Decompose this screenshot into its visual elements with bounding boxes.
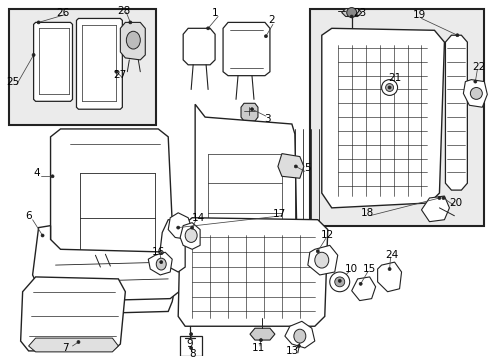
Text: 12: 12: [321, 230, 334, 240]
Polygon shape: [76, 18, 122, 109]
Ellipse shape: [359, 282, 362, 285]
Polygon shape: [342, 9, 362, 17]
Text: 13: 13: [286, 346, 299, 356]
Bar: [9, 9, 156, 125]
Polygon shape: [50, 129, 175, 314]
Text: 5: 5: [304, 163, 311, 174]
Text: 22: 22: [473, 62, 486, 72]
Ellipse shape: [470, 87, 482, 99]
Ellipse shape: [190, 346, 193, 350]
Ellipse shape: [51, 175, 54, 178]
Ellipse shape: [315, 252, 329, 268]
Polygon shape: [223, 22, 270, 76]
Text: 11: 11: [251, 343, 265, 353]
Polygon shape: [322, 28, 444, 208]
Bar: [310, 9, 484, 226]
Polygon shape: [28, 338, 119, 352]
Ellipse shape: [156, 258, 166, 270]
Text: 15: 15: [363, 264, 376, 274]
Polygon shape: [445, 35, 467, 190]
Polygon shape: [148, 252, 172, 275]
Ellipse shape: [335, 277, 345, 287]
Text: 2: 2: [269, 15, 275, 26]
Ellipse shape: [382, 80, 397, 95]
Ellipse shape: [294, 165, 297, 168]
Ellipse shape: [294, 329, 306, 343]
Ellipse shape: [388, 86, 391, 89]
Ellipse shape: [265, 35, 268, 38]
Text: 9: 9: [187, 339, 194, 349]
Ellipse shape: [250, 108, 253, 111]
Ellipse shape: [115, 70, 118, 73]
Ellipse shape: [77, 341, 80, 343]
Ellipse shape: [160, 261, 163, 264]
Ellipse shape: [260, 339, 263, 342]
Ellipse shape: [456, 34, 459, 37]
Polygon shape: [21, 277, 125, 351]
Ellipse shape: [191, 226, 194, 229]
Text: 8: 8: [189, 349, 196, 359]
Ellipse shape: [41, 234, 44, 237]
Ellipse shape: [37, 21, 40, 24]
Ellipse shape: [388, 267, 391, 270]
Ellipse shape: [338, 279, 341, 282]
Polygon shape: [250, 328, 275, 340]
Text: 1: 1: [212, 8, 219, 18]
Polygon shape: [241, 103, 258, 121]
Polygon shape: [278, 154, 304, 178]
Polygon shape: [33, 226, 185, 302]
Ellipse shape: [347, 8, 357, 18]
Ellipse shape: [438, 197, 441, 199]
Text: 26: 26: [56, 8, 69, 18]
Text: 6: 6: [25, 211, 32, 221]
Text: 24: 24: [385, 250, 398, 260]
Ellipse shape: [190, 333, 193, 336]
Polygon shape: [464, 80, 488, 107]
Text: 25: 25: [6, 77, 19, 87]
Text: 23: 23: [353, 8, 367, 18]
Text: 3: 3: [265, 114, 271, 124]
Polygon shape: [308, 246, 338, 275]
Text: 4: 4: [33, 168, 40, 178]
Ellipse shape: [317, 250, 319, 253]
Polygon shape: [168, 213, 192, 239]
Text: 27: 27: [114, 70, 127, 80]
Polygon shape: [285, 321, 315, 348]
Polygon shape: [34, 22, 73, 101]
Polygon shape: [160, 220, 185, 272]
Polygon shape: [183, 28, 215, 65]
Polygon shape: [352, 277, 376, 301]
Bar: [180, 336, 202, 356]
Ellipse shape: [129, 21, 132, 24]
Polygon shape: [121, 22, 145, 60]
Text: 18: 18: [361, 208, 374, 218]
Text: 16: 16: [151, 247, 165, 257]
Ellipse shape: [32, 54, 35, 57]
Ellipse shape: [474, 80, 477, 83]
Ellipse shape: [386, 84, 393, 91]
Ellipse shape: [297, 345, 300, 347]
Text: 21: 21: [388, 73, 401, 83]
Ellipse shape: [126, 31, 140, 49]
Text: 17: 17: [273, 209, 287, 219]
Text: 10: 10: [345, 264, 358, 274]
Ellipse shape: [207, 27, 210, 30]
Polygon shape: [421, 196, 449, 222]
Polygon shape: [178, 218, 328, 326]
Text: 19: 19: [413, 9, 426, 19]
Text: 7: 7: [62, 343, 69, 353]
Polygon shape: [180, 223, 200, 249]
Ellipse shape: [442, 197, 445, 199]
Text: 20: 20: [449, 198, 462, 208]
Ellipse shape: [350, 15, 353, 18]
Text: 28: 28: [118, 5, 131, 15]
Ellipse shape: [185, 229, 197, 242]
Ellipse shape: [177, 226, 180, 229]
Polygon shape: [195, 104, 298, 314]
Polygon shape: [378, 262, 401, 292]
Text: 14: 14: [192, 213, 205, 223]
Ellipse shape: [330, 272, 350, 292]
